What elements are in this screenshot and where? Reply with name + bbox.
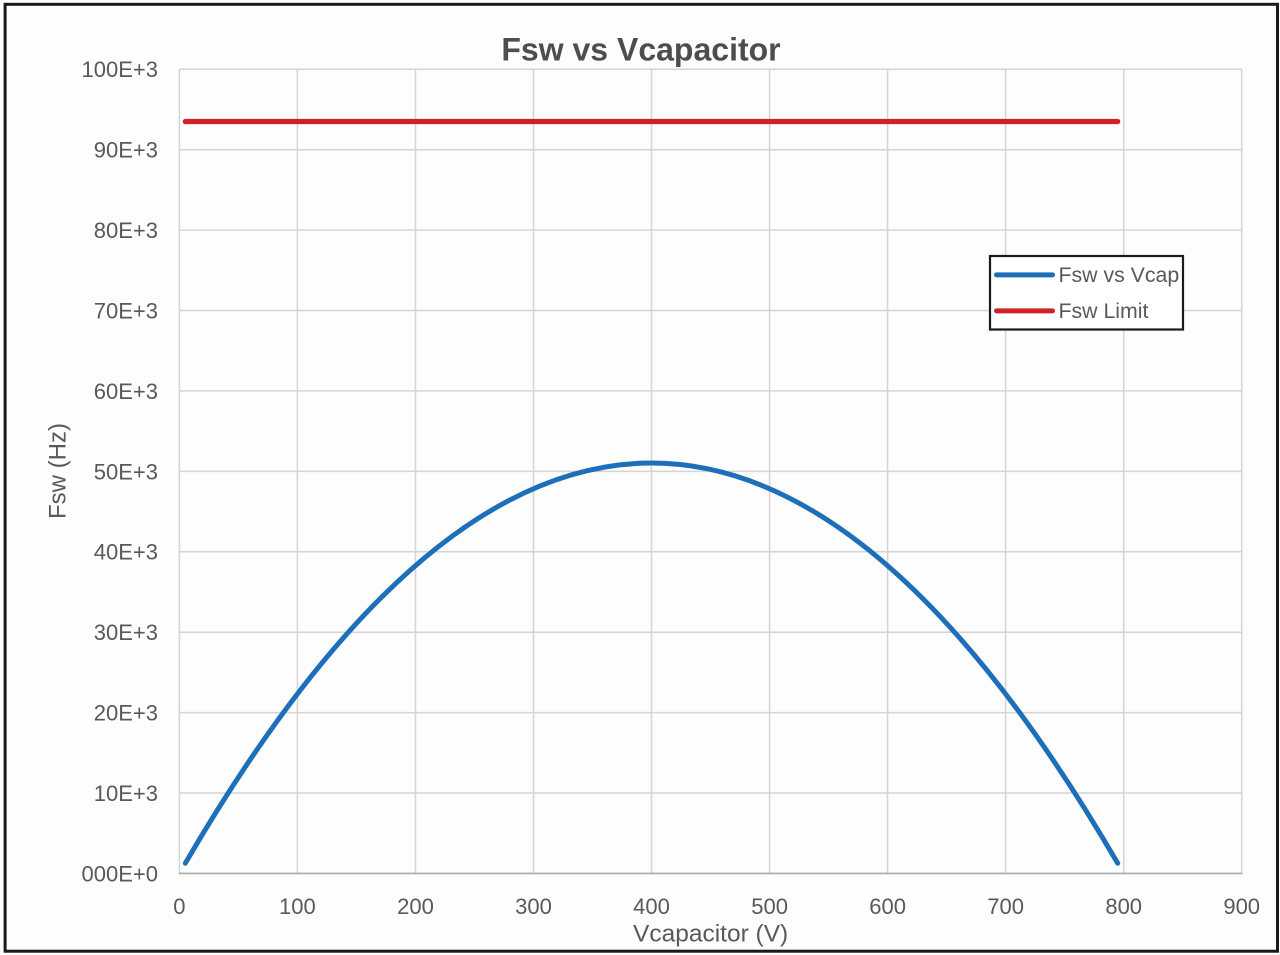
svg-text:300: 300 <box>515 894 552 919</box>
svg-text:50E+3: 50E+3 <box>94 459 158 484</box>
svg-text:Fsw vs Vcapacitor: Fsw vs Vcapacitor <box>501 32 780 68</box>
svg-text:30E+3: 30E+3 <box>94 620 158 645</box>
svg-text:Fsw (Hz): Fsw (Hz) <box>45 423 72 519</box>
svg-text:Fsw Limit: Fsw Limit <box>1059 299 1149 323</box>
svg-text:90E+3: 90E+3 <box>94 138 158 163</box>
svg-text:000E+0: 000E+0 <box>82 861 158 886</box>
svg-text:Vcapacitor (V): Vcapacitor (V) <box>633 921 788 948</box>
svg-text:400: 400 <box>633 894 670 919</box>
svg-text:70E+3: 70E+3 <box>94 298 158 323</box>
svg-text:800: 800 <box>1105 894 1142 919</box>
svg-text:100E+3: 100E+3 <box>82 57 158 82</box>
svg-text:700: 700 <box>987 894 1024 919</box>
svg-text:200: 200 <box>397 894 434 919</box>
svg-text:0: 0 <box>173 894 185 919</box>
svg-text:60E+3: 60E+3 <box>94 379 158 404</box>
svg-text:900: 900 <box>1223 894 1260 919</box>
svg-text:40E+3: 40E+3 <box>94 540 158 565</box>
svg-text:10E+3: 10E+3 <box>94 781 158 806</box>
svg-text:600: 600 <box>869 894 906 919</box>
svg-text:80E+3: 80E+3 <box>94 218 158 243</box>
svg-text:500: 500 <box>751 894 788 919</box>
svg-text:Fsw vs Vcap: Fsw vs Vcap <box>1059 263 1180 287</box>
svg-text:100: 100 <box>279 894 316 919</box>
svg-text:20E+3: 20E+3 <box>94 701 158 726</box>
